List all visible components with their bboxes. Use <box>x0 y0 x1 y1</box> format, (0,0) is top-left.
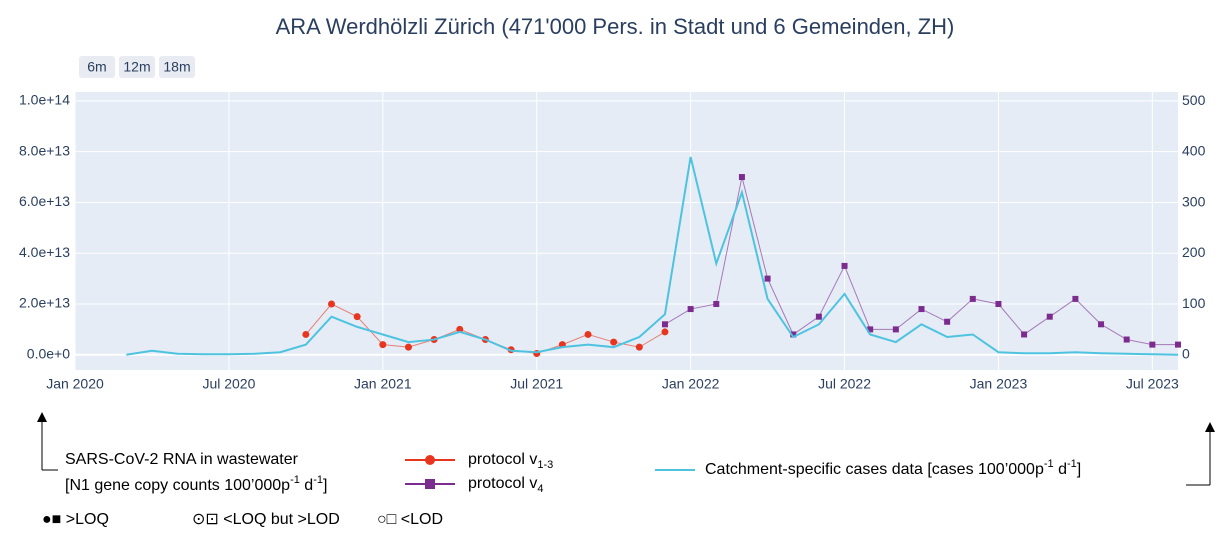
arrow-head <box>1205 422 1215 432</box>
marker-key: ●■ >LOQ <box>42 511 109 528</box>
button-bg <box>159 56 195 78</box>
y2-tick-label: 300 <box>1182 193 1206 209</box>
marker <box>610 338 618 346</box>
marker <box>1123 336 1130 343</box>
marker <box>635 343 643 351</box>
legend-sup: -1 <box>1067 458 1077 470</box>
marker <box>687 306 694 313</box>
marker <box>1046 313 1053 320</box>
marker <box>404 343 412 351</box>
marker <box>328 300 336 308</box>
cases-line <box>126 156 1179 356</box>
x-tick-label: Jul 2022 <box>818 376 871 392</box>
note-part: -1 <box>290 474 300 486</box>
legend-name: protocol v <box>468 475 537 492</box>
y2-tick-label: 200 <box>1182 244 1206 260</box>
button-label: 6m <box>87 59 106 75</box>
note-part: ] <box>323 477 327 494</box>
marker <box>867 326 874 333</box>
arrow-head <box>37 412 47 422</box>
y-tick-label: 8.0e+13 <box>19 142 70 158</box>
legend-label: protocol v4 <box>468 475 544 495</box>
legend-part: ] <box>1077 461 1081 478</box>
x-tick-label: Jan 2022 <box>662 376 720 392</box>
legend-marker <box>425 479 435 489</box>
marker <box>764 275 771 282</box>
y-tick-label: 1.0e+14 <box>19 92 70 108</box>
plot-bg <box>75 92 1178 370</box>
marker <box>969 295 976 302</box>
marker <box>1175 341 1181 348</box>
note-part: [N1 gene copy counts 100’000p <box>65 477 290 494</box>
y-tick-label: 4.0e+13 <box>19 244 70 260</box>
marker <box>661 328 669 336</box>
marker <box>995 300 1002 307</box>
legend-part: Catchment-specific cases data [cases 100… <box>705 461 1044 478</box>
marker <box>738 174 745 181</box>
range-button[interactable]: 6m <box>79 56 115 78</box>
y2-tick-label: 0 <box>1182 345 1190 361</box>
marker-key: ○□ <LOD <box>377 511 443 528</box>
note-part: d <box>300 477 313 494</box>
legend-note: [N1 gene copy counts 100’000p-1 d-1] <box>65 474 327 494</box>
x-tick-label: Jan 2023 <box>970 376 1028 392</box>
range-button[interactable]: 12m <box>119 56 155 78</box>
legend-subscript: 1-3 <box>537 459 553 471</box>
legend-part: d <box>1054 461 1067 478</box>
marker <box>584 330 592 338</box>
legend-subscript: 4 <box>537 483 543 495</box>
button-bg <box>119 56 155 78</box>
range-button[interactable]: 18m <box>159 56 195 78</box>
marker <box>1072 295 1079 302</box>
marker <box>1098 321 1105 328</box>
marker <box>713 300 720 307</box>
marker <box>353 313 361 321</box>
legend-sup: -1 <box>1044 458 1054 470</box>
y-tick-label: 2.0e+13 <box>19 295 70 311</box>
button-bg <box>79 56 115 78</box>
marker <box>944 318 951 325</box>
marker <box>456 325 464 333</box>
y2-tick-label: 100 <box>1182 295 1206 311</box>
y2-tick-label: 400 <box>1182 143 1206 159</box>
marker <box>379 341 387 349</box>
legend-title: SARS-CoV-2 RNA in wastewater <box>65 451 299 468</box>
legend-marker <box>425 455 435 465</box>
marker <box>1021 331 1028 338</box>
y-tick-label: 0.0e+0 <box>27 345 70 361</box>
legend-label: protocol v1-3 <box>468 451 553 471</box>
marker <box>815 313 822 320</box>
note-part: -1 <box>313 474 323 486</box>
button-label: 12m <box>123 59 150 75</box>
y2-tick-label: 500 <box>1182 92 1206 108</box>
marker <box>841 262 848 269</box>
chart-title: ARA Werdhölzli Zürich (471'000 Pers. in … <box>276 14 955 39</box>
legend-label: Catchment-specific cases data [cases 100… <box>705 458 1081 478</box>
legend-name: protocol v <box>468 451 537 468</box>
x-tick-label: Jan 2021 <box>354 376 412 392</box>
marker <box>1149 341 1156 348</box>
marker <box>918 306 925 313</box>
y-tick-label: 6.0e+13 <box>19 193 70 209</box>
x-tick-label: Jul 2021 <box>510 376 563 392</box>
marker <box>302 330 310 338</box>
x-tick-label: Jan 2020 <box>46 376 104 392</box>
button-label: 18m <box>163 59 190 75</box>
marker-key: ⊙⊡ <LOQ but >LOD <box>192 511 340 528</box>
marker <box>790 331 797 338</box>
x-tick-label: Jul 2020 <box>202 376 255 392</box>
x-tick-label: Jul 2023 <box>1126 376 1179 392</box>
marker <box>661 321 668 328</box>
marker <box>892 326 899 333</box>
